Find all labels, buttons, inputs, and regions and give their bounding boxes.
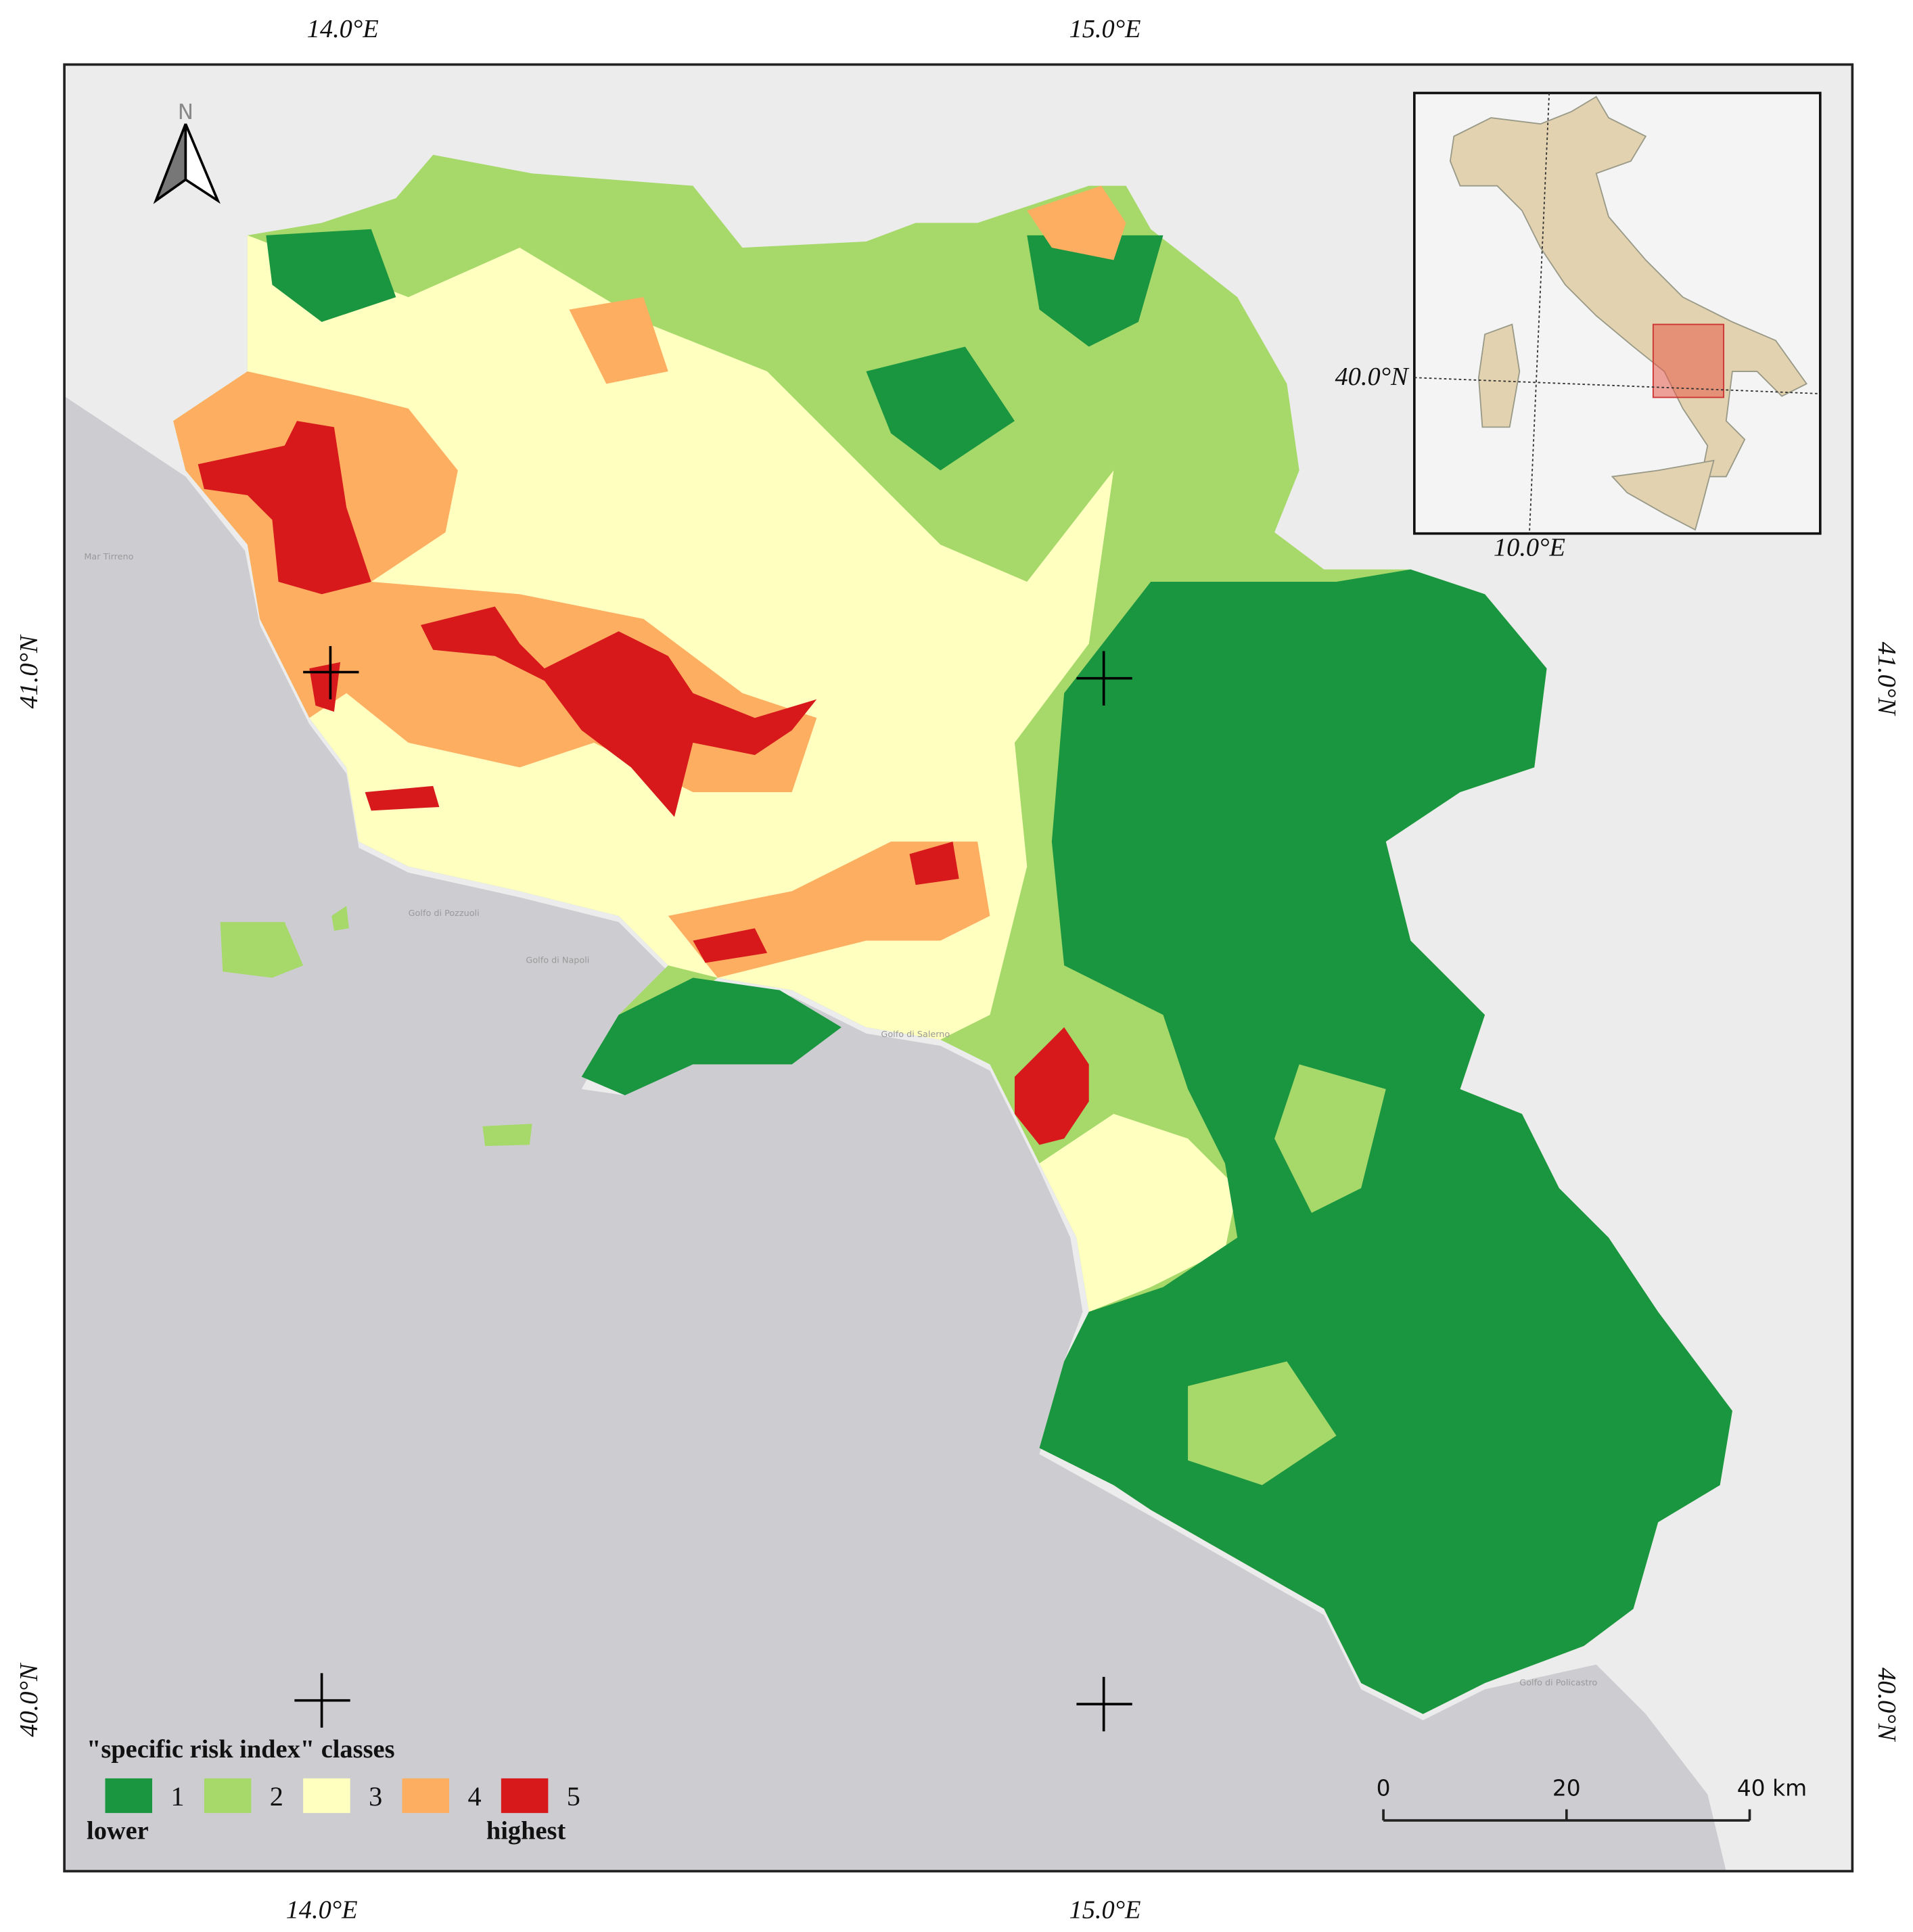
region-class-5	[365, 785, 440, 811]
region-class-4	[1027, 185, 1126, 260]
sea-label: Golfo di Salerno	[881, 1030, 950, 1040]
scale-bar	[1382, 1809, 1751, 1822]
legend-swatch	[402, 1778, 450, 1814]
right-lat-label: 40.0°N	[1872, 1668, 1901, 1743]
legend-class-label: 3	[369, 1781, 382, 1812]
region-class-5	[420, 606, 817, 817]
scale-label: 0	[1377, 1775, 1391, 1801]
legend-class-label: 4	[467, 1781, 481, 1812]
north-arrow: N	[153, 100, 221, 204]
legend-swatch	[204, 1778, 252, 1814]
legend-class-label: 5	[567, 1781, 580, 1812]
sea-label: Mar Tirreno	[84, 552, 133, 562]
region-class-5	[309, 662, 341, 712]
bottom-lon-label: 15.0°E	[1069, 1896, 1140, 1925]
left-lat-label: 41.0°N	[15, 634, 43, 709]
region-class-3	[1039, 1113, 1238, 1312]
sea-label: Golfo di Napoli	[526, 955, 589, 965]
region-class-1	[266, 229, 396, 322]
legend: "specific risk index" classes lower high…	[87, 1735, 580, 1845]
sea-label: Golfo di Pozzuoli	[409, 908, 480, 919]
region-class-5	[693, 928, 768, 963]
legend-swatch	[501, 1778, 549, 1814]
map-frame	[63, 63, 1854, 1872]
region-class-4	[569, 297, 668, 384]
legend-low-label: lower	[87, 1817, 149, 1845]
inset-lat-label: 40.0°N	[1335, 363, 1410, 391]
inset-lon-label: 10.0°E	[1494, 534, 1565, 562]
right-lat-label: 41.0°N	[1872, 642, 1901, 717]
legend-high-label: highest	[486, 1817, 566, 1845]
scale-label: 40 km	[1737, 1775, 1807, 1801]
top-lon-label: 15.0°E	[1069, 15, 1140, 43]
left-lat-label: 40.0°N	[15, 1662, 43, 1737]
region-class-1	[866, 346, 1015, 471]
north-label: N	[178, 100, 193, 124]
bottom-lon-label: 14.0°E	[286, 1896, 358, 1925]
legend-title: "specific risk index" classes	[87, 1735, 395, 1764]
region-class-1	[1027, 235, 1163, 347]
region-class-5	[198, 421, 371, 595]
graticule-crosses	[294, 646, 1132, 1732]
island	[220, 922, 304, 978]
region-class-1	[581, 978, 842, 1096]
island	[482, 1124, 532, 1147]
legend-swatch	[303, 1778, 350, 1814]
legend-class-label: 1	[170, 1781, 184, 1812]
region-class-2	[1188, 1361, 1337, 1486]
sea-label: Golfo di Policastro	[1519, 1678, 1597, 1688]
legend-swatch	[105, 1778, 152, 1814]
scale-label: 20	[1552, 1775, 1581, 1801]
top-lon-label: 14.0°E	[307, 15, 379, 43]
legend-class-label: 2	[270, 1781, 283, 1812]
inset-map: 40.0°N 10.0°E	[1335, 91, 1822, 562]
region-class-2	[1274, 1064, 1386, 1213]
island	[331, 906, 349, 931]
region-class-5	[909, 842, 959, 886]
region-class-5	[1014, 1027, 1089, 1145]
